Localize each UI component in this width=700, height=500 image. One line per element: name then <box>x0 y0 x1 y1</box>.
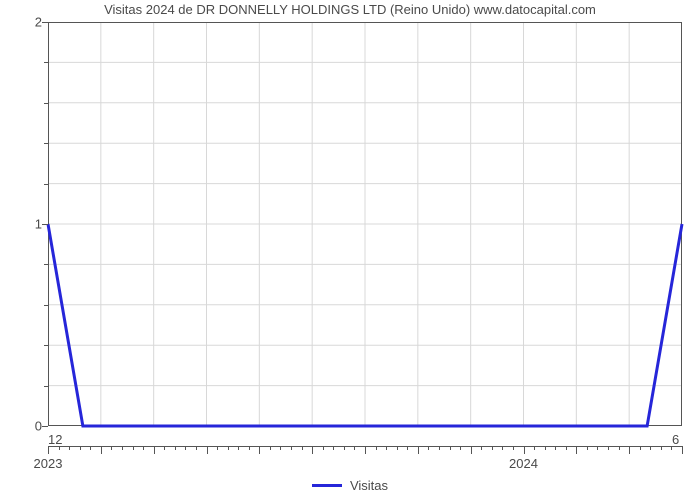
y-minor-tick <box>44 184 48 185</box>
y-tick-mark <box>42 224 48 225</box>
x-minor-tick <box>291 446 292 450</box>
x-minor-tick <box>344 446 345 450</box>
x-minor-tick <box>228 446 229 450</box>
x-minor-tick <box>270 446 271 450</box>
x-minor-tick <box>143 446 144 450</box>
y-tick-label: 2 <box>12 15 42 30</box>
y-tick-label: 1 <box>12 217 42 232</box>
y-minor-tick <box>44 62 48 63</box>
x-minor-tick <box>386 446 387 450</box>
x-minor-tick <box>566 446 567 450</box>
x-minor-tick <box>175 446 176 450</box>
x-minor-tick <box>671 446 672 450</box>
x-minor-tick <box>492 446 493 450</box>
x-minor-tick <box>439 446 440 450</box>
x-minor-tick <box>397 446 398 450</box>
y-minor-tick <box>44 143 48 144</box>
x-major-tick <box>312 446 313 454</box>
x-minor-tick <box>238 446 239 450</box>
x-minor-tick <box>376 446 377 450</box>
x-minor-tick <box>534 446 535 450</box>
x-minor-tick <box>502 446 503 450</box>
x-minor-tick <box>450 446 451 450</box>
x-major-tick <box>524 446 525 454</box>
x-major-tick <box>154 446 155 454</box>
x-minor-tick <box>545 446 546 450</box>
x-minor-tick <box>122 446 123 450</box>
x-major-tick <box>629 446 630 454</box>
x-minor-tick <box>111 446 112 450</box>
x-minor-tick <box>323 446 324 450</box>
x-minor-tick <box>80 446 81 450</box>
x-minor-tick <box>196 446 197 450</box>
x-minor-tick <box>280 446 281 450</box>
x-minor-tick <box>302 446 303 450</box>
x-minor-tick <box>185 446 186 450</box>
y-minor-tick <box>44 345 48 346</box>
y-minor-tick <box>44 103 48 104</box>
x-major-tick <box>576 446 577 454</box>
x-minor-tick <box>555 446 556 450</box>
secondary-left-label: 12 <box>48 432 62 447</box>
x-minor-tick <box>90 446 91 450</box>
plot-area <box>48 22 682 426</box>
x-minor-tick <box>597 446 598 450</box>
x-minor-tick <box>69 446 70 450</box>
x-minor-tick <box>608 446 609 450</box>
y-minor-tick <box>44 386 48 387</box>
x-major-tick <box>365 446 366 454</box>
x-minor-tick <box>587 446 588 450</box>
y-tick-label: 0 <box>12 419 42 434</box>
x-major-tick <box>259 446 260 454</box>
y-tick-mark <box>42 22 48 23</box>
x-major-tick <box>418 446 419 454</box>
x-minor-tick <box>619 446 620 450</box>
x-minor-tick <box>333 446 334 450</box>
x-major-tick <box>682 446 683 454</box>
secondary-right-label: 6 <box>672 432 679 447</box>
y-minor-tick <box>44 264 48 265</box>
x-minor-tick <box>217 446 218 450</box>
y-minor-tick <box>44 305 48 306</box>
x-minor-tick <box>354 446 355 450</box>
x-minor-tick <box>661 446 662 450</box>
x-minor-tick <box>249 446 250 450</box>
x-minor-tick <box>59 446 60 450</box>
x-axis-label: 2024 <box>509 456 538 471</box>
x-minor-tick <box>428 446 429 450</box>
x-major-tick <box>101 446 102 454</box>
x-minor-tick <box>513 446 514 450</box>
x-minor-tick <box>133 446 134 450</box>
legend-swatch <box>312 484 342 487</box>
x-major-tick <box>48 446 49 454</box>
chart-title: Visitas 2024 de DR DONNELLY HOLDINGS LTD… <box>0 2 700 17</box>
x-major-tick <box>471 446 472 454</box>
y-tick-mark <box>42 426 48 427</box>
x-minor-tick <box>650 446 651 450</box>
x-minor-tick <box>164 446 165 450</box>
x-minor-tick <box>640 446 641 450</box>
x-major-tick <box>207 446 208 454</box>
x-axis-label: 2023 <box>34 456 63 471</box>
x-minor-tick <box>460 446 461 450</box>
legend: Visitas <box>0 478 700 493</box>
x-minor-tick <box>481 446 482 450</box>
plot-svg <box>48 22 682 426</box>
chart-container: { "chart": { "type": "line", "title": "V… <box>0 0 700 500</box>
x-minor-tick <box>407 446 408 450</box>
legend-label: Visitas <box>350 478 388 493</box>
